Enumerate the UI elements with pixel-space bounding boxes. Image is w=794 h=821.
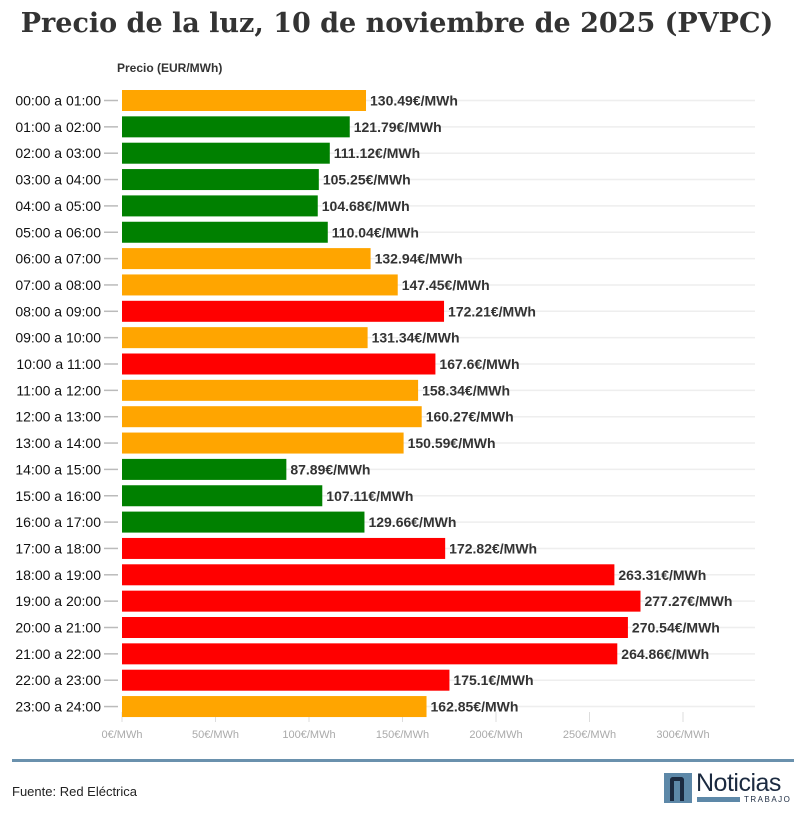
data-label: 172.82€/MWh — [449, 540, 537, 556]
bar — [122, 406, 422, 428]
bar — [122, 432, 404, 454]
y-tick-label: 00:00 a 01:00 — [15, 93, 101, 109]
y-tick-label: 23:00 a 24:00 — [15, 699, 101, 715]
data-label: 110.04€/MWh — [332, 224, 419, 240]
data-label: 131.34€/MWh — [372, 330, 460, 346]
bar — [122, 300, 445, 322]
bar — [122, 617, 628, 638]
data-label: 158.34€/MWh — [422, 382, 510, 398]
bar — [122, 142, 330, 164]
data-label: 132.94€/MWh — [375, 251, 463, 267]
data-label: 121.79€/MWh — [354, 119, 442, 135]
x-tick-label: 0€/MWh — [102, 729, 143, 741]
y-tick-label: 05:00 a 06:00 — [15, 224, 101, 240]
logo-text: Noticias — [696, 769, 781, 797]
bar — [122, 564, 615, 586]
data-label: 130.49€/MWh — [370, 93, 458, 109]
bar — [122, 116, 350, 138]
noticias-trabajo-logo: Noticias TRABAJO — [664, 769, 790, 807]
bar — [122, 169, 319, 191]
source-note: Fuente: Red Eléctrica — [12, 784, 138, 799]
y-tick-label: 07:00 a 08:00 — [15, 277, 101, 293]
data-label: 172.21€/MWh — [448, 303, 536, 319]
y-tick-label: 06:00 a 07:00 — [15, 251, 101, 267]
bar — [122, 696, 427, 718]
data-label: 277.27€/MWh — [644, 593, 732, 609]
x-tick-label: 300€/MWh — [656, 729, 709, 741]
bar — [122, 537, 446, 559]
y-tick-label: 10:00 a 11:00 — [16, 356, 101, 372]
data-label: 150.59€/MWh — [408, 435, 496, 451]
y-tick-label: 03:00 a 04:00 — [15, 172, 101, 188]
x-tick-label: 200€/MWh — [469, 729, 522, 741]
data-label: 162.85€/MWh — [431, 699, 519, 715]
chart-title: Precio de la luz, 10 de noviembre de 202… — [20, 8, 774, 39]
y-tick-label: 02:00 a 03:00 — [15, 145, 101, 161]
y-tick-label: 15:00 a 16:00 — [15, 488, 101, 504]
bar — [122, 327, 368, 349]
y-tick-label: 20:00 a 21:00 — [15, 620, 101, 636]
logo-subtext: TRABAJO — [744, 795, 792, 804]
y-tick-label: 21:00 a 22:00 — [15, 646, 101, 662]
y-tick-label: 11:00 a 12:00 — [16, 382, 101, 398]
y-tick-label: 12:00 a 13:00 — [15, 409, 101, 425]
y-tick-label: 01:00 a 02:00 — [15, 119, 101, 135]
data-label: 263.31€/MWh — [618, 567, 706, 583]
y-tick-label: 13:00 a 14:00 — [15, 435, 101, 451]
data-label: 270.54€/MWh — [632, 620, 720, 636]
bar — [122, 485, 323, 507]
y-tick-label: 14:00 a 15:00 — [15, 461, 101, 477]
data-label: 104.68€/MWh — [322, 198, 410, 214]
y-tick-label: 22:00 a 23:00 — [15, 672, 101, 688]
data-label: 264.86€/MWh — [621, 646, 709, 662]
y-tick-label: 19:00 a 20:00 — [15, 593, 101, 609]
y-tick-label: 18:00 a 19:00 — [15, 567, 101, 583]
x-tick-label: 50€/MWh — [192, 729, 239, 741]
bar — [122, 458, 287, 480]
bar — [122, 221, 328, 243]
y-tick-label: 09:00 a 10:00 — [15, 330, 101, 346]
x-tick-label: 100€/MWh — [282, 729, 335, 741]
bar — [122, 379, 419, 401]
bar — [122, 590, 641, 612]
bar — [122, 248, 371, 270]
x-tick-label: 150€/MWh — [376, 729, 429, 741]
bar — [122, 511, 365, 533]
axis-label: Precio (EUR/MWh) — [117, 61, 223, 75]
bar — [122, 90, 367, 111]
bar — [122, 643, 618, 665]
data-label: 87.89€/MWh — [290, 461, 370, 477]
bar — [122, 274, 398, 296]
bar — [122, 353, 436, 375]
bar-chart: 0€/MWh 50€/MWh 100€/MWh 150€/MWh 200€/MWh 250… — [15, 90, 755, 741]
data-label: 105.25€/MWh — [323, 172, 411, 188]
data-label: 111.12€/MWh — [334, 145, 420, 161]
data-label: 160.27€/MWh — [426, 409, 514, 425]
bar — [122, 195, 318, 217]
y-tick-label: 16:00 a 17:00 — [15, 514, 101, 530]
data-label: 129.66€/MWh — [368, 514, 456, 530]
x-tick-label: 250€/MWh — [563, 729, 616, 741]
y-tick-label: 08:00 a 09:00 — [15, 303, 101, 319]
y-tick-label: 17:00 a 18:00 — [15, 540, 101, 556]
data-label: 147.45€/MWh — [402, 277, 490, 293]
data-label: 167.6€/MWh — [439, 356, 519, 372]
y-tick-label: 04:00 a 05:00 — [15, 198, 101, 214]
data-label: 175.1€/MWh — [453, 672, 533, 688]
divider — [12, 759, 794, 762]
bar — [122, 669, 450, 691]
data-label: 107.11€/MWh — [326, 488, 413, 504]
